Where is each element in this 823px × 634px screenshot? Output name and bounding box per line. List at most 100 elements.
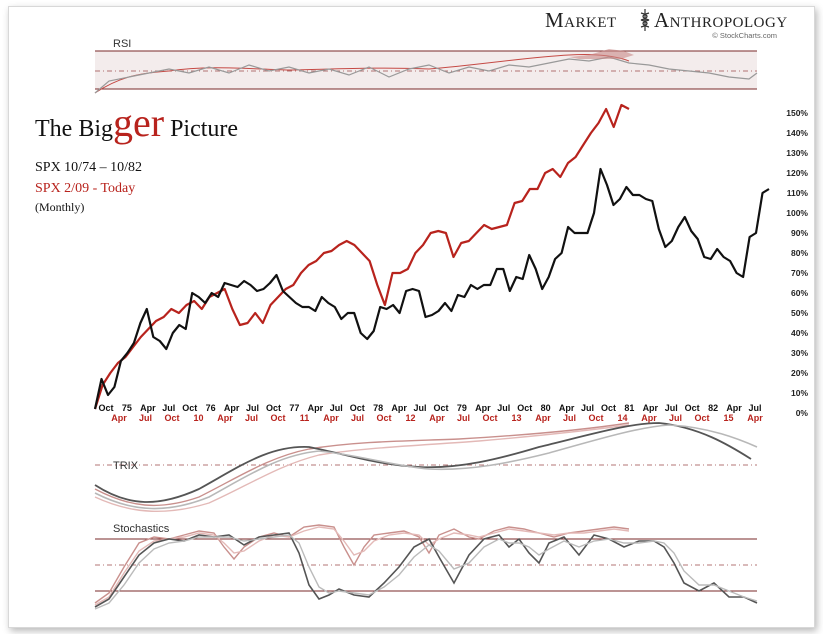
legend-monthly: (Monthly)	[35, 200, 84, 214]
x-tick-label-1974: Jul	[748, 403, 761, 413]
title-pre: The Big	[35, 116, 113, 142]
x-tick-label-1974: Oct	[517, 403, 532, 413]
y-tick-label: 0%	[796, 408, 809, 418]
y-tick-label: 120%	[786, 168, 808, 178]
x-tick-label-1974: Oct	[182, 403, 197, 413]
trix-label: TRIX	[113, 460, 139, 472]
x-tick-label-1974: Oct	[98, 403, 113, 413]
x-tick-label-2009: 11	[300, 413, 310, 423]
x-tick-label-2009: Oct	[376, 413, 391, 423]
y-tick-label: 130%	[786, 148, 808, 158]
x-tick-label-1974: Oct	[601, 403, 616, 413]
credit-text: © StockCharts.com	[712, 31, 777, 40]
x-tick-label-1974: 75	[122, 403, 132, 413]
x-tick-label-2009: 13	[511, 413, 521, 423]
y-tick-label: 40%	[791, 328, 808, 338]
chart-title: The Bigger Picture	[35, 100, 238, 145]
main-plot-area: 0% 10% 20% 30% 40% 50% 60% 70% 80% 90% 100% 110% 120…	[93, 103, 808, 423]
y-tick-label: 20%	[791, 368, 808, 378]
bigger-picture-chart: Market Anthropology © StockCharts.com RS…	[35, 8, 808, 610]
x-tick-label-2009: Jul	[351, 413, 364, 423]
x-tick-label-1974: Apr	[643, 403, 659, 413]
trix-gray-line	[94, 424, 758, 510]
x-tick-label-2009: Apr	[747, 413, 763, 423]
x-tick-label-2009: Jul	[563, 413, 576, 423]
x-tick-label-2009: 12	[405, 413, 415, 423]
x-tick-label-2009: Oct	[270, 413, 285, 423]
x-axis-ticks-2009: Apr Jul Oct 10 Apr Jul Oct 11 Apr Jul Oct 12 Apr Jul O…	[111, 413, 763, 423]
x-tick-label-1974: Jul	[162, 403, 175, 413]
x-tick-label-1974: 78	[373, 403, 383, 413]
y-tick-label: 80%	[791, 248, 808, 258]
chart-frame: Market Anthropology © StockCharts.com RS…	[8, 6, 815, 628]
x-tick-label-1974: 79	[457, 403, 467, 413]
x-tick-label-1974: Jul	[414, 403, 427, 413]
x-tick-label-2009: Apr	[111, 413, 127, 423]
trix-black-line	[94, 422, 752, 503]
x-tick-label-1974: Apr	[224, 403, 240, 413]
x-tick-label-1974: 77	[289, 403, 299, 413]
x-tick-label-2009: Oct	[588, 413, 603, 423]
legend-spx-2009: SPX 2/09 - Today	[35, 181, 135, 196]
x-tick-label-1974: Jul	[497, 403, 510, 413]
trix-red-line-1	[94, 422, 630, 507]
x-axis-ticks-1974: Oct 75 Apr Jul Oct 76 Apr Jul Oct 77 Apr Jul Oct 78 Ap…	[98, 403, 761, 413]
y-tick-label: 60%	[791, 288, 808, 298]
stoch-gray-line	[94, 534, 758, 610]
x-tick-label-2009: 14	[617, 413, 627, 423]
x-tick-label-1974: Jul	[581, 403, 594, 413]
x-tick-label-2009: Oct	[482, 413, 497, 423]
caduceus-icon	[640, 9, 650, 31]
series-line-spx-2009	[93, 103, 630, 410]
x-tick-label-1974: Apr	[391, 403, 407, 413]
y-tick-label: 100%	[786, 208, 808, 218]
x-tick-label-1974: 81	[624, 403, 634, 413]
stochastics-label: Stochastics	[113, 523, 170, 535]
x-tick-label-2009: Apr	[535, 413, 551, 423]
title-ger: ger	[113, 100, 164, 145]
x-tick-label-1974: Apr	[559, 403, 575, 413]
x-tick-label-1974: 80	[541, 403, 551, 413]
stoch-red-signal-line	[94, 526, 630, 606]
x-tick-label-1974: Apr	[308, 403, 324, 413]
y-tick-label: 30%	[791, 348, 808, 358]
x-tick-label-1974: Jul	[246, 403, 259, 413]
x-tick-label-1974: Apr	[726, 403, 742, 413]
y-tick-label: 110%	[787, 188, 809, 198]
legend-spx-1974: SPX 10/74 – 10/82	[35, 160, 142, 175]
svg-text:The Bigger Picture: The Bigger Picture	[35, 100, 238, 145]
trix-panel: TRIX	[94, 422, 758, 513]
x-tick-label-2009: 15	[723, 413, 733, 423]
x-tick-label-1974: 82	[708, 403, 718, 413]
x-tick-label-1974: Apr	[475, 403, 491, 413]
x-tick-label-1974: Apr	[140, 403, 156, 413]
x-tick-label-2009: Jul	[245, 413, 258, 423]
y-tick-label: 90%	[791, 228, 808, 238]
rsi-label: RSI	[113, 38, 131, 50]
x-tick-label-2009: Apr	[429, 413, 445, 423]
x-tick-label-2009: Jul	[139, 413, 152, 423]
x-tick-label-1974: Jul	[665, 403, 678, 413]
y-axis-ticks: 0% 10% 20% 30% 40% 50% 60% 70% 80% 90% 100% 110% 120…	[786, 108, 808, 418]
series-line-spx-1974	[93, 167, 770, 410]
x-tick-label-2009: Oct	[164, 413, 179, 423]
x-tick-label-2009: Apr	[217, 413, 233, 423]
stoch-red-line	[94, 524, 630, 604]
x-tick-label-1974: Oct	[350, 403, 365, 413]
x-tick-label-1974: Jul	[330, 403, 343, 413]
stochastics-panel: Stochastics	[94, 523, 758, 610]
x-tick-label-1974: Oct	[685, 403, 700, 413]
x-tick-label-1974: Oct	[433, 403, 448, 413]
rsi-band	[95, 51, 757, 89]
y-tick-label: 140%	[786, 128, 808, 138]
x-tick-label-1974: 76	[206, 403, 216, 413]
x-tick-label-2009: Jul	[669, 413, 682, 423]
x-tick-label-1974: Oct	[266, 403, 281, 413]
rsi-gray-line	[94, 56, 758, 94]
y-tick-label: 50%	[791, 308, 808, 318]
y-tick-label: 10%	[791, 388, 808, 398]
x-tick-label-2009: Oct	[694, 413, 709, 423]
trix-red-line-2	[94, 424, 630, 513]
x-tick-label-2009: Apr	[641, 413, 657, 423]
y-tick-label: 70%	[791, 268, 808, 278]
